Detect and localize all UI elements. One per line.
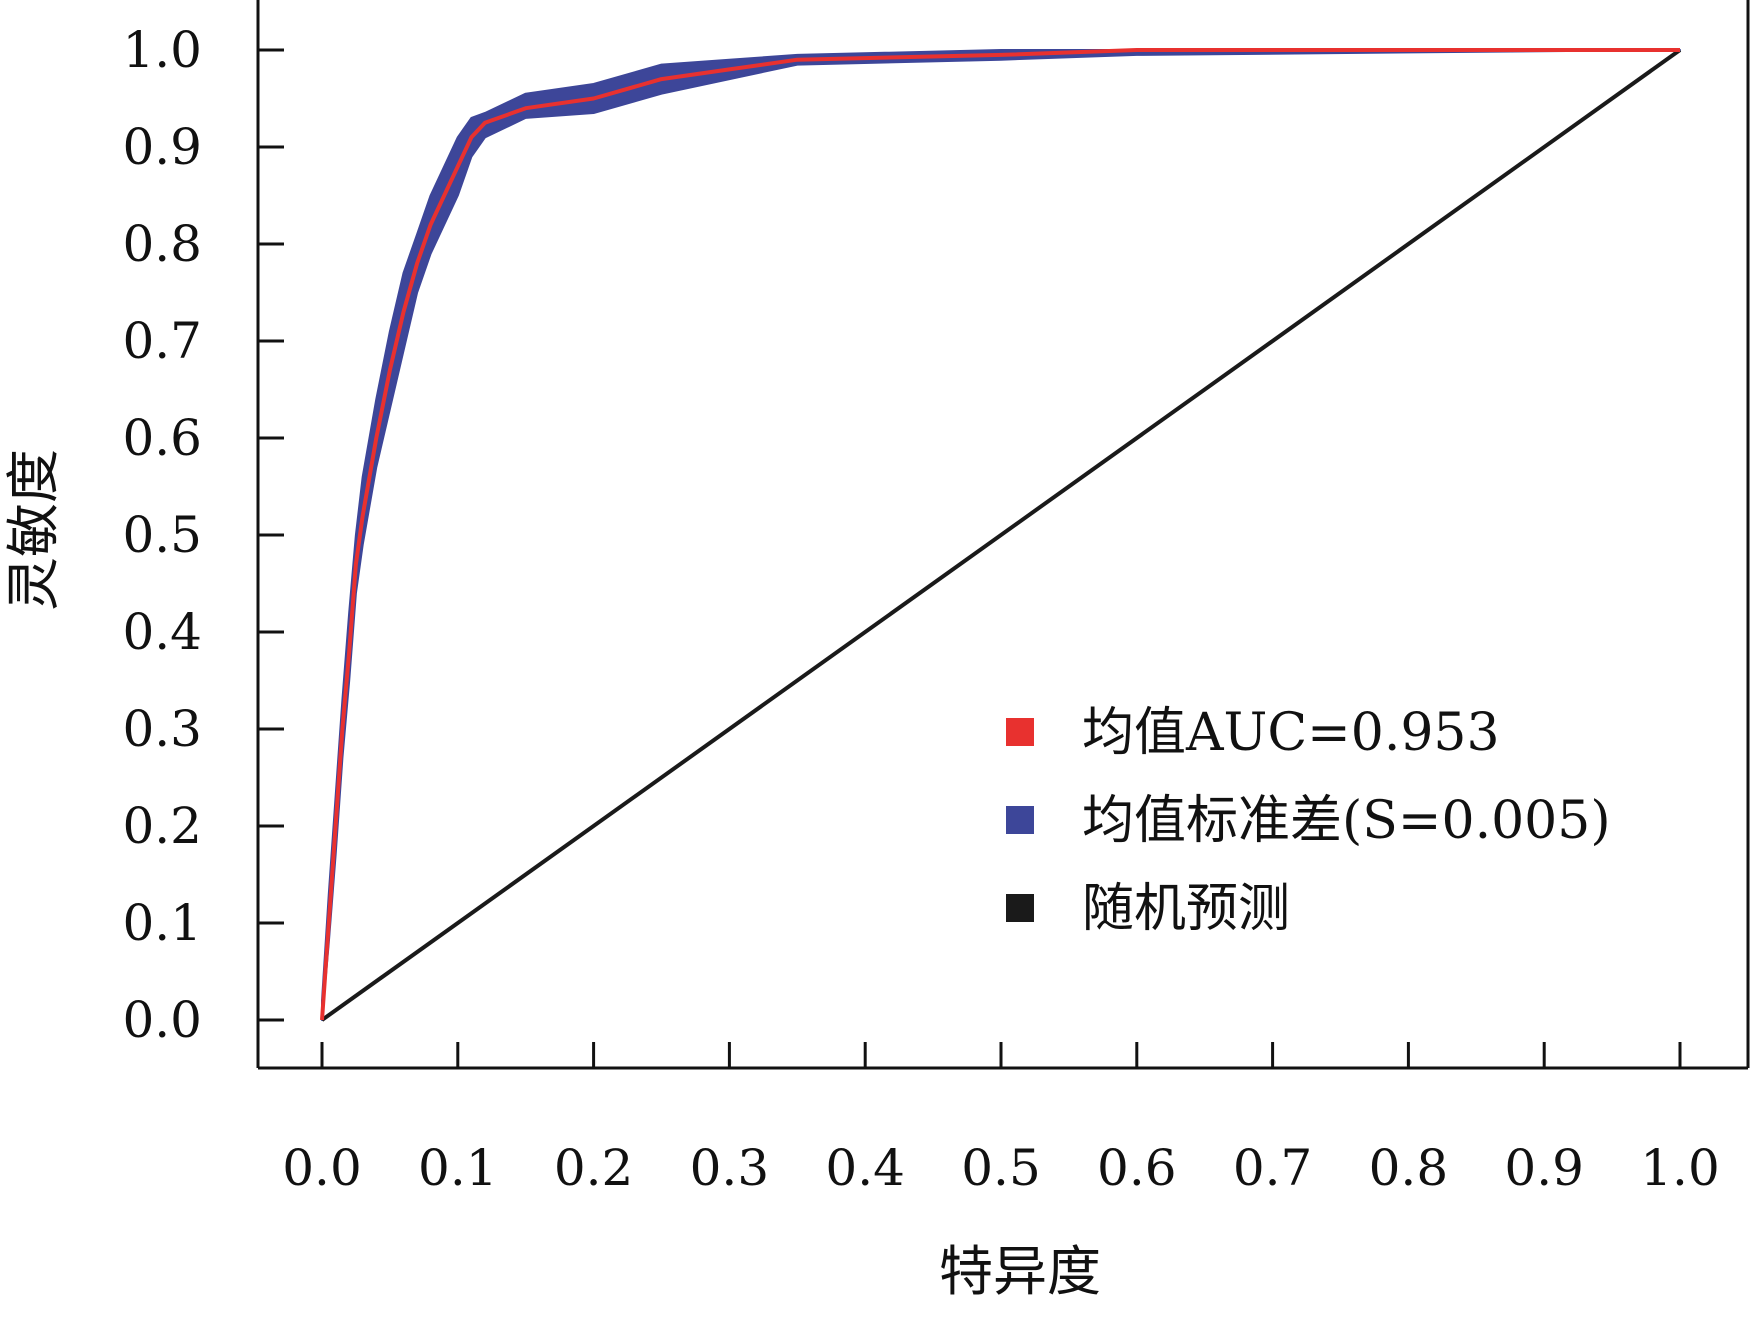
x-tick-label: 0.5 (961, 1139, 1041, 1197)
y-tick-label: 0.6 (122, 409, 202, 467)
y-tick-label: 0.3 (122, 700, 202, 758)
y-axis-title: 灵敏度 (2, 449, 65, 611)
x-axis-ticks: 0.0 0.1 0.2 0.3 0.4 0.5 0.6 0.7 0.8 0.9 1.0 (282, 1042, 1720, 1197)
x-tick-label: 0.3 (690, 1139, 770, 1197)
legend-swatch-mean (1006, 718, 1034, 746)
x-axis-title: 特异度 (939, 1240, 1101, 1303)
x-tick-label: 0.8 (1369, 1139, 1449, 1197)
y-tick-label: 1.0 (122, 21, 202, 79)
y-tick-label: 0.8 (122, 215, 202, 273)
y-tick-label: 0.2 (122, 797, 202, 855)
y-tick-label: 0.1 (122, 894, 202, 952)
y-tick-label: 0.4 (122, 603, 202, 661)
x-tick-label: 0.1 (418, 1139, 498, 1197)
legend-label-random: 随机预测 (1082, 879, 1290, 939)
x-tick-label: 0.0 (282, 1139, 362, 1197)
legend-swatch-random (1006, 894, 1034, 922)
random-line (320, 48, 1682, 1022)
legend: 均值AUC=0.953 均值标准差(S=0.005) 随机预测 (1006, 703, 1611, 939)
x-tick-label: 0.6 (1097, 1139, 1177, 1197)
y-tick-label: 0.9 (122, 118, 202, 176)
y-tick-label: 0.0 (122, 991, 202, 1049)
x-tick-label: 0.9 (1504, 1139, 1584, 1197)
std-band (321, 49, 1681, 1021)
y-tick-label: 0.5 (122, 506, 202, 564)
x-tick-label: 1.0 (1640, 1139, 1720, 1197)
std-band-layer (321, 49, 1681, 1021)
x-tick-label: 0.4 (825, 1139, 905, 1197)
line-layer (320, 48, 1682, 1022)
mean-roc-line (320, 48, 1680, 1021)
legend-swatch-band (1006, 806, 1034, 834)
x-tick-label: 0.2 (554, 1139, 634, 1197)
y-axis-ticks: 0.0 0.1 0.2 0.3 0.4 0.5 0.6 0.7 0.8 0.9 1.0 (122, 21, 284, 1049)
legend-label-mean: 均值AUC=0.953 (1082, 703, 1500, 763)
legend-label-band: 均值标准差(S=0.005) (1082, 791, 1611, 851)
x-tick-label: 0.7 (1233, 1139, 1313, 1197)
y-tick-label: 0.7 (122, 312, 202, 370)
